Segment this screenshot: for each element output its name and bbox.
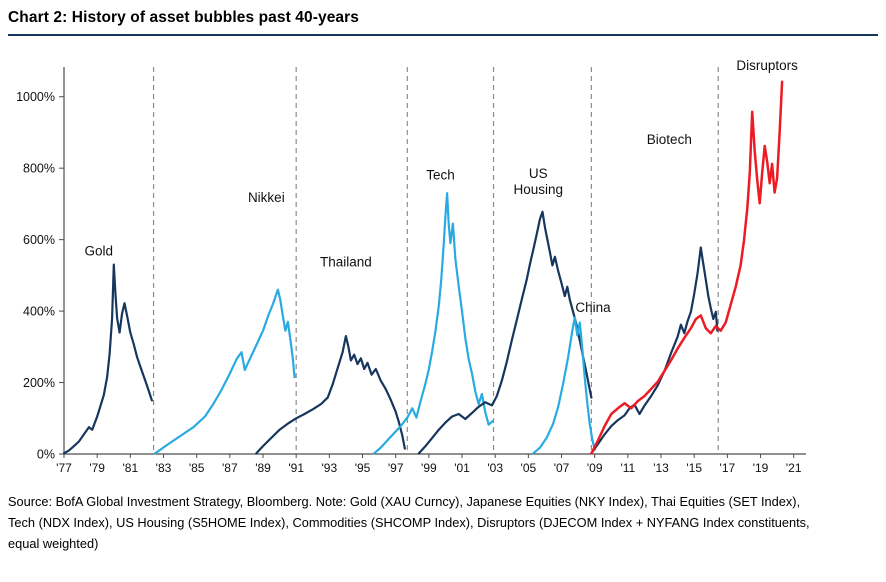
y-tick-label: 800% <box>23 162 55 176</box>
source-line-3: equal weighted) <box>8 536 99 551</box>
y-tick-label: 400% <box>23 305 55 319</box>
x-tick-label: '99 <box>421 461 437 475</box>
x-tick-label: '79 <box>89 461 105 475</box>
y-tick-label: 600% <box>23 233 55 247</box>
annotation-disruptors: Disruptors <box>736 58 798 73</box>
x-tick-label: '89 <box>255 461 271 475</box>
series-tech <box>373 192 494 455</box>
x-tick-label: '03 <box>487 461 503 475</box>
x-tick-label: '87 <box>222 461 238 475</box>
chart-area: 0% 200% 400% 600% 800% 1000% '77 '79 '81 '83 '85 '8… <box>0 39 886 489</box>
x-tick-label: '95 <box>355 461 371 475</box>
x-tick-label: '01 <box>454 461 470 475</box>
x-tick-label: '21 <box>786 461 802 475</box>
x-tick-label: '07 <box>554 461 570 475</box>
series-biotech <box>590 246 719 455</box>
source-line-1: Source: BofA Global Investment Strategy,… <box>8 494 801 509</box>
annotation-gold: Gold <box>85 244 114 259</box>
x-tick-label: '05 <box>521 461 537 475</box>
x-tick-label: '77 <box>56 461 72 475</box>
x-tick-label: '85 <box>189 461 205 475</box>
annotation-tech: Tech <box>426 168 455 183</box>
series-china <box>532 316 596 455</box>
y-tick-label: 200% <box>23 376 55 390</box>
x-tick-label: '19 <box>753 461 769 475</box>
x-tick-label: '97 <box>388 461 404 475</box>
x-tick-label: '09 <box>587 461 603 475</box>
annotation-us-housing: US Housing <box>514 166 564 197</box>
series-nikkei <box>154 288 296 455</box>
x-tick-label: '17 <box>720 461 736 475</box>
y-tick-label: 1000% <box>16 90 55 104</box>
x-tick-label: '11 <box>620 461 635 475</box>
annotation-biotech: Biotech <box>647 132 692 147</box>
chart-header: Chart 2: History of asset bubbles past 4… <box>8 9 878 36</box>
x-tick-label: '13 <box>653 461 669 475</box>
x-tick-label: '81 <box>123 461 139 475</box>
y-tick-label: 0% <box>37 448 55 462</box>
series-disruptors <box>590 80 784 455</box>
series-thailand <box>255 335 406 455</box>
annotation-thailand: Thailand <box>320 254 372 269</box>
chart-title: Chart 2: History of asset bubbles past 4… <box>8 9 359 26</box>
asset-bubbles-line-chart: 0% 200% 400% 600% 800% 1000% '77 '79 '81 '83 '85 '8… <box>16 58 806 475</box>
x-tick-label: '91 <box>288 461 304 475</box>
source-note: Source: BofA Global Investment Strategy,… <box>8 491 874 554</box>
x-tick-label: '15 <box>686 461 702 475</box>
x-tick-label: '83 <box>156 461 172 475</box>
source-line-2: Tech (NDX Index), US Housing (S5HOME Ind… <box>8 515 810 530</box>
series-us-housing <box>417 210 593 455</box>
series-gold <box>62 263 153 455</box>
x-tick-label: '93 <box>322 461 338 475</box>
annotation-nikkei: Nikkei <box>248 190 285 205</box>
annotation-china: China <box>575 300 611 315</box>
